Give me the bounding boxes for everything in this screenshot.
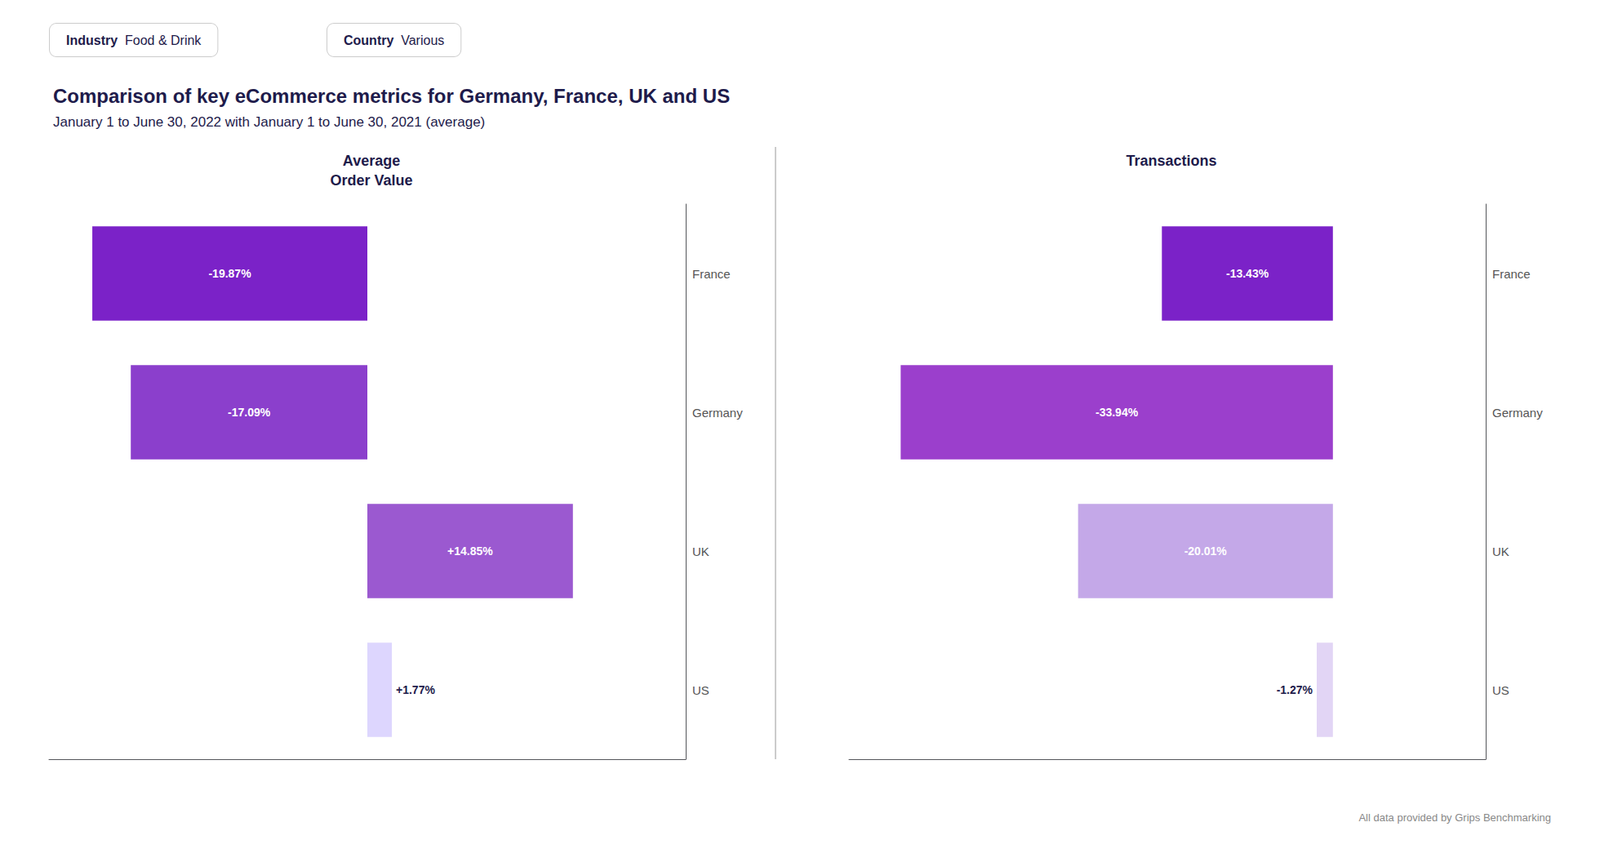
svg-text:Transactions: Transactions [1125,152,1217,169]
svg-text:-1.27%: -1.27% [1276,683,1314,697]
svg-text:US: US [692,683,710,698]
svg-text:-13.43%: -13.43% [1226,266,1270,280]
svg-text:UK: UK [1492,544,1510,559]
svg-text:-17.09%: -17.09% [227,405,272,419]
svg-text:France: France [692,266,731,281]
svg-text:All data provided by Grips Ben: All data provided by Grips Benchmarking [1358,811,1552,824]
svg-text:Comparison of key eCommerce me: Comparison of key eCommerce metrics for … [53,84,730,107]
svg-text:Germany: Germany [692,405,743,420]
svg-text:Order Value: Order Value [329,172,413,189]
svg-text:Germany: Germany [1492,405,1543,420]
svg-text:+14.85%: +14.85% [447,544,494,558]
svg-text:France: France [1492,266,1531,281]
svg-text:Various: Various [393,33,445,48]
svg-text:-20.01%: -20.01% [1184,544,1228,558]
svg-text:+1.77%: +1.77% [395,683,436,697]
svg-text:Average: Average [342,152,400,169]
svg-text:January 1 to June 30, 2022 wit: January 1 to June 30, 2022 with January … [53,114,485,130]
svg-text:US: US [1492,683,1510,698]
svg-text:-19.87%: -19.87% [208,266,252,280]
svg-text:Country: Country [343,33,394,48]
svg-text:-33.94%: -33.94% [1095,405,1139,419]
svg-text:UK: UK [692,544,710,559]
svg-text:Industry: Industry [66,33,118,48]
svg-text:Food & Drink: Food & Drink [117,33,202,48]
